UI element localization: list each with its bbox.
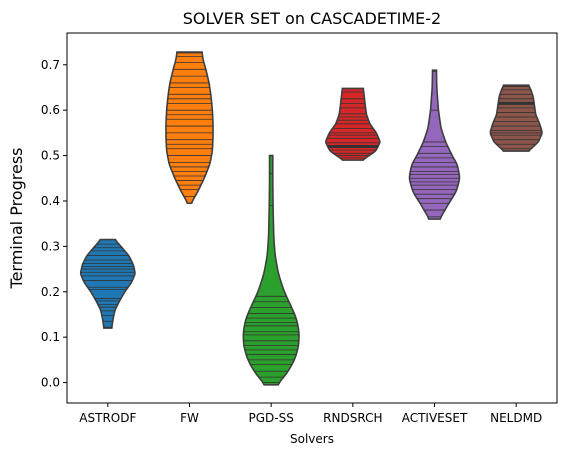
x-tick-label: RNDSRCH: [323, 411, 382, 425]
violin-body: [325, 87, 381, 161]
plot-frame: [66, 32, 558, 404]
violin-body: [79, 238, 136, 329]
y-tick-label: 0.6: [41, 103, 60, 117]
chart-title: SOLVER SET on CASCADETIME-2: [183, 9, 441, 28]
x-axis-label: Solvers: [290, 432, 334, 446]
y-tick-label: 0.5: [41, 149, 60, 163]
violin-body: [489, 84, 543, 152]
violin-body: [165, 51, 214, 205]
y-tick-label: 0.7: [41, 58, 60, 72]
x-axis: ASTRODF FW PGD-SS RNDSRCH ACTIVESET NELDMD: [79, 403, 542, 425]
y-axis: 0.0 0.1 0.2 0.3 0.4 0.5 0.6 0.7: [41, 58, 67, 390]
violins-layer: [79, 51, 543, 386]
violin-astrodf: [79, 238, 136, 329]
y-tick-label: 0.2: [41, 285, 60, 299]
x-tick-label: PGD-SS: [248, 411, 293, 425]
x-tick-label: ACTIVESET: [402, 411, 468, 425]
x-tick-label: NELDMD: [490, 411, 542, 425]
y-axis-label: Terminal Progress: [7, 148, 26, 290]
violin-rndsrch: [325, 87, 381, 161]
violin-body: [242, 154, 300, 386]
y-tick-label: 0.3: [41, 239, 60, 253]
y-tick-label: 0.0: [41, 376, 60, 390]
x-tick-label: FW: [180, 411, 199, 425]
y-tick-label: 0.1: [41, 330, 60, 344]
y-tick-label: 0.4: [41, 194, 60, 208]
violin-pgd-ss: [242, 154, 300, 386]
violin-fw: [165, 51, 214, 205]
x-tick-label: ASTRODF: [79, 411, 136, 425]
violin-neldmd: [489, 84, 543, 152]
violin-activeset: [408, 69, 461, 220]
